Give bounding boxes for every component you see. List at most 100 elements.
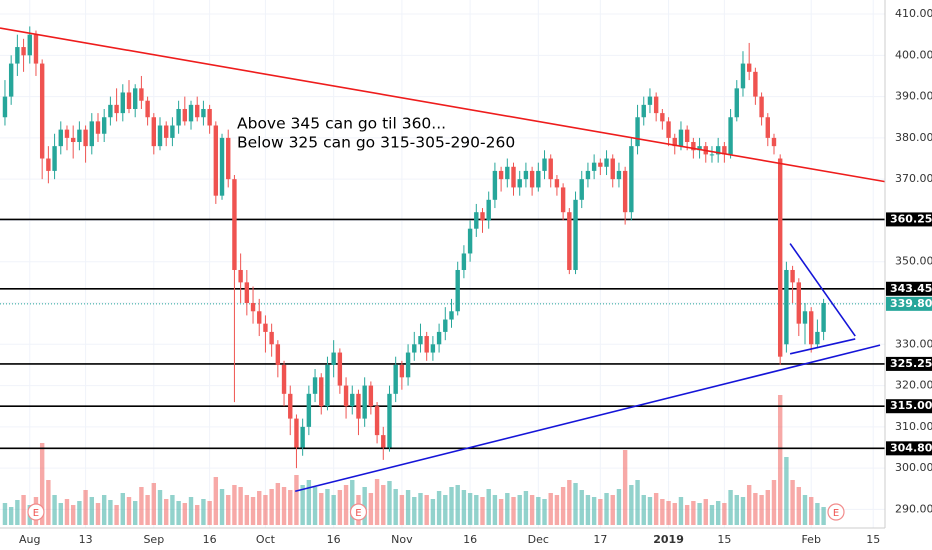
volume-bar <box>132 501 138 525</box>
event-label: E <box>355 508 361 519</box>
volume-bar <box>263 495 268 525</box>
x-tick-label: Sep <box>143 533 164 546</box>
event-label: E <box>33 508 39 519</box>
volume-bar <box>455 485 460 525</box>
volume-bar <box>536 497 541 525</box>
volume-bar <box>629 485 634 525</box>
candle-body <box>356 393 361 419</box>
candle-body <box>164 125 169 138</box>
level-label: 360.25 <box>890 212 932 225</box>
volume-bar <box>170 495 175 525</box>
annotation: Below 325 can go 315-305-290-260 <box>237 134 515 152</box>
volume-bar <box>405 490 411 525</box>
level-label: 304.80 <box>890 441 932 454</box>
candle-body <box>430 344 436 353</box>
volume-bar <box>46 480 51 525</box>
candle-body <box>759 96 764 118</box>
candle-body <box>529 170 535 188</box>
candle-body <box>567 212 572 270</box>
volume-bar <box>722 503 727 525</box>
volume-bar <box>294 475 299 525</box>
volume-bar <box>319 493 324 525</box>
candle-body <box>424 336 429 353</box>
volume-bar <box>523 491 529 525</box>
volume-bar <box>281 487 287 525</box>
candle-body <box>579 179 584 200</box>
volume-bar <box>250 497 256 525</box>
level-label: 343.45 <box>890 282 932 295</box>
candle-body <box>474 212 479 229</box>
candle-body <box>523 170 529 180</box>
volume-bar <box>777 395 783 525</box>
candle-body <box>486 199 491 221</box>
candle-body <box>387 393 392 448</box>
y-tick-label: 300.00 <box>895 461 932 474</box>
candle-body <box>808 311 814 345</box>
y-tick-label: 410.00 <box>895 7 932 20</box>
volume-bar <box>387 481 392 525</box>
volume-bar <box>598 499 603 525</box>
candle-body <box>157 125 163 147</box>
volume-bar <box>529 495 535 525</box>
volume-bar <box>784 457 789 525</box>
volume-bar <box>567 480 572 525</box>
annotation: Above 345 can go til 360... <box>237 115 446 133</box>
volume-bar <box>585 495 591 525</box>
event-marker <box>827 503 845 521</box>
volume-bar <box>443 495 448 525</box>
level-label-box <box>886 441 932 456</box>
volume-bar <box>8 507 14 525</box>
candle-body <box>653 96 659 114</box>
candle-body <box>188 104 194 122</box>
volume-bar <box>232 485 237 525</box>
y-tick-label: 350.00 <box>895 255 932 268</box>
candle-body <box>629 146 634 213</box>
volume-bar <box>195 505 200 525</box>
candle-body <box>2 96 8 118</box>
volume-bar <box>39 443 45 525</box>
candle-body <box>498 170 504 180</box>
candle-body <box>257 311 262 324</box>
x-tick-label: Oct <box>256 533 276 546</box>
candle-body <box>238 269 243 283</box>
candle-body <box>195 104 200 118</box>
y-tick-label: 290.00 <box>895 502 932 515</box>
volume-bar <box>337 490 343 525</box>
candle-body <box>691 142 696 151</box>
candle-body <box>672 137 677 147</box>
volume-bar <box>325 489 330 525</box>
volume-bar <box>591 497 597 525</box>
volume-bar <box>288 490 293 525</box>
volume-bar <box>759 495 764 525</box>
candle-body <box>647 96 653 105</box>
y-tick-label: 330.00 <box>895 337 932 350</box>
volume-bar <box>821 507 826 525</box>
x-tick-label: Aug <box>19 533 40 546</box>
volume-bar <box>418 493 423 525</box>
volume-bar <box>511 497 516 525</box>
volume-bar <box>554 495 560 525</box>
volume-bar <box>374 479 380 525</box>
candle-body <box>170 125 175 138</box>
volume-bar <box>219 489 225 525</box>
level-label-box <box>886 399 932 414</box>
candle-body <box>753 71 758 97</box>
candle-body <box>15 47 20 64</box>
volume-bar <box>709 505 715 525</box>
x-tick-label: 16 <box>203 533 217 546</box>
volume-bar <box>83 490 88 525</box>
volume-bar <box>641 495 646 525</box>
candle-body <box>244 282 250 304</box>
candle-body <box>132 88 138 109</box>
candle-body <box>325 364 330 407</box>
candle-body <box>393 364 398 394</box>
volume-bar <box>560 487 566 525</box>
volume-bar <box>691 501 696 525</box>
candle-body <box>182 108 188 122</box>
volume-bar <box>753 493 758 525</box>
volume-bar <box>412 497 417 525</box>
candle-body <box>319 377 324 407</box>
x-tick-label: 15 <box>866 533 880 546</box>
volume-bar <box>796 487 801 525</box>
